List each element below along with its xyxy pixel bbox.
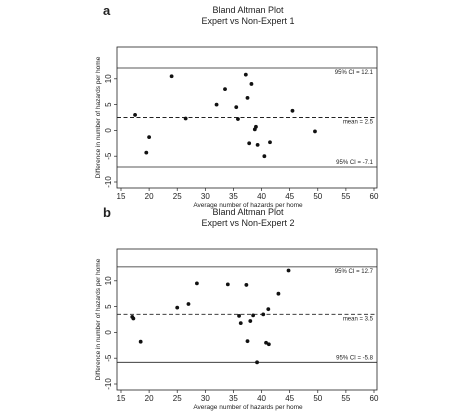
x-tick-label: 15	[117, 192, 126, 201]
x-tick-label: 30	[201, 192, 210, 201]
data-point	[249, 82, 254, 86]
x-tick-label: 15	[117, 394, 126, 403]
data-point	[290, 108, 295, 113]
x-tick-label: 25	[173, 192, 182, 201]
x-tick-label: 20	[145, 394, 154, 403]
chart-title: Bland Altman Plot	[212, 5, 284, 15]
data-point	[262, 154, 267, 159]
plot-frame	[116, 248, 378, 391]
data-point	[237, 313, 241, 318]
data-point	[183, 116, 188, 121]
data-point	[245, 95, 250, 100]
x-tick-label: 20	[145, 192, 154, 201]
data-point	[268, 140, 272, 145]
y-tick-label: 5	[104, 304, 113, 309]
data-point	[245, 339, 250, 344]
data-point	[286, 268, 291, 273]
x-tick-label: 35	[229, 192, 238, 201]
data-point	[248, 319, 253, 323]
data-point	[255, 360, 259, 365]
data-point	[266, 342, 271, 347]
data-point	[138, 339, 143, 344]
y-tick-label: -5	[104, 152, 113, 160]
data-point	[214, 102, 219, 107]
data-point	[251, 313, 256, 318]
x-tick-label: 25	[173, 394, 182, 403]
x-axis-label: Average number of hazards per home	[193, 202, 303, 209]
panel-letter: a	[103, 3, 111, 18]
x-tick-label: 50	[313, 394, 322, 403]
x-tick-label: 50	[313, 192, 322, 201]
data-point	[243, 72, 248, 77]
x-axis-label: Average number of hazards per home	[193, 404, 303, 411]
y-axis-label: Difference in number of hazards per home	[95, 258, 102, 380]
x-tick-label: 55	[341, 394, 350, 403]
x-tick-label: 30	[201, 394, 210, 403]
x-tick-label: 45	[285, 394, 294, 403]
data-point	[266, 307, 271, 312]
y-tick-label: 10	[104, 74, 113, 83]
data-point	[195, 281, 199, 286]
data-point	[186, 302, 191, 306]
x-tick-label: 40	[257, 192, 266, 201]
upper-ci-label: 95% CI = 12.7	[335, 269, 374, 275]
data-point	[234, 105, 239, 110]
upper-ci-label: 95% CI = 12.1	[335, 70, 374, 76]
lower-ci-label: 95% CI = -7.1	[336, 160, 374, 166]
data-point	[131, 316, 136, 321]
data-point	[261, 312, 266, 317]
data-point	[264, 340, 268, 345]
y-tick-label: 0	[104, 128, 113, 133]
x-tick-label: 40	[257, 394, 266, 403]
y-tick-label: -5	[104, 354, 113, 362]
chart-subtitle: Expert vs Non-Expert 1	[201, 16, 294, 26]
y-tick-label: 0	[104, 330, 113, 335]
y-axis-label: Difference in number of hazards per home	[95, 56, 102, 178]
data-point	[169, 74, 174, 79]
y-tick-label: 5	[104, 102, 113, 107]
data-point	[144, 150, 149, 155]
x-tick-label: 60	[370, 394, 379, 403]
chart-subtitle: Expert vs Non-Expert 2	[201, 218, 294, 228]
y-tick-label: -10	[104, 378, 113, 390]
data-point	[254, 124, 258, 129]
mean-label: mean = 2.5	[343, 120, 374, 126]
data-point	[223, 87, 227, 92]
data-point	[247, 141, 252, 146]
x-tick-label: 55	[341, 192, 350, 201]
data-point	[276, 291, 281, 296]
data-point	[238, 321, 243, 326]
y-tick-label: -10	[104, 176, 113, 188]
data-point	[147, 135, 152, 140]
data-point	[244, 283, 249, 287]
data-point	[236, 117, 240, 121]
x-tick-label: 60	[370, 192, 379, 201]
data-point	[175, 305, 180, 310]
lower-ci-label: 95% CI = -5.8	[336, 355, 374, 361]
x-tick-label: 35	[229, 394, 238, 403]
x-tick-label: 45	[285, 192, 294, 201]
y-tick-label: 10	[104, 276, 113, 285]
mean-label: mean = 3.5	[343, 316, 374, 322]
data-point	[255, 142, 260, 147]
data-point	[225, 282, 230, 287]
chart-title: Bland Altman Plot	[212, 207, 284, 217]
panel-letter: b	[103, 205, 111, 220]
data-point	[133, 113, 137, 117]
data-point	[313, 129, 317, 134]
